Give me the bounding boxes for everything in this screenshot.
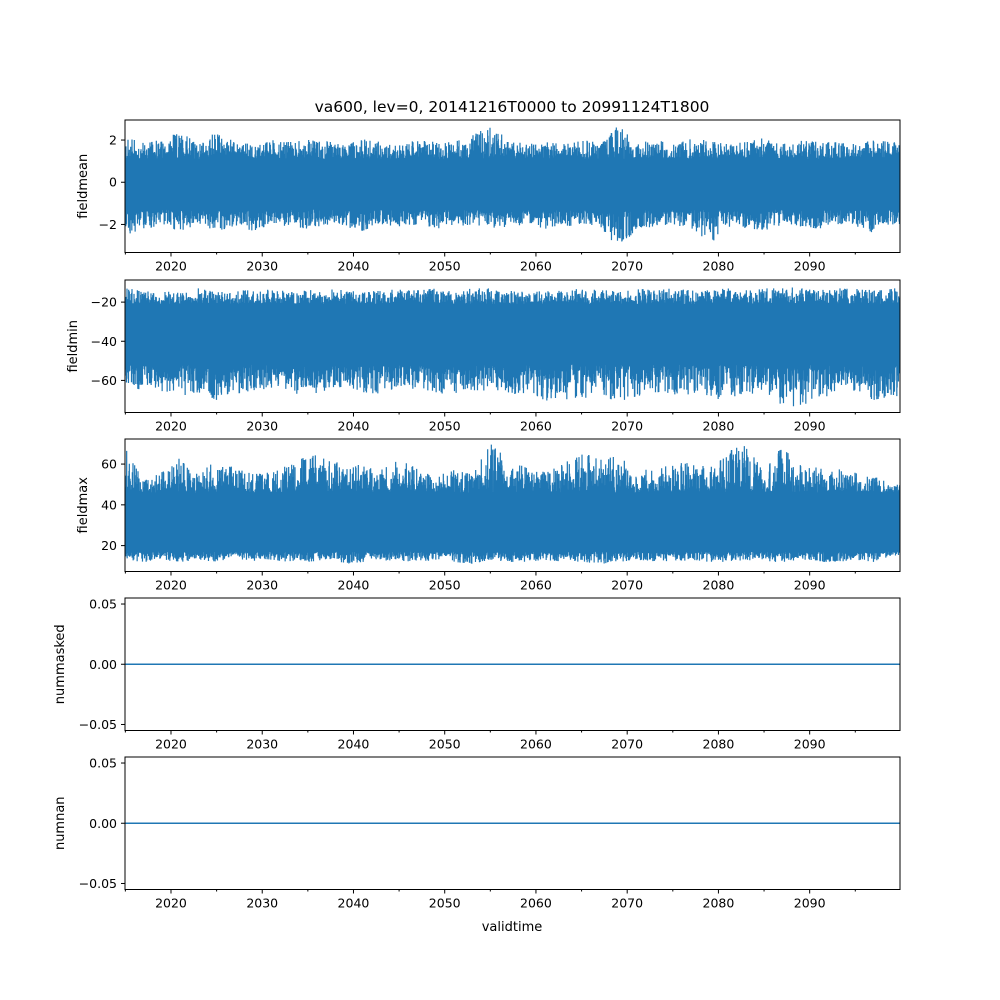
y-axis-label: numnan: [53, 796, 68, 850]
panels: 2020 2030 2040 2050 2060 2070 2080 2090−202fiel…: [53, 119, 901, 911]
panel-fieldmax: 2020 2030 2040 2050 2060 2070 2080 2090204060fi…: [76, 438, 901, 593]
y-tick-label: 2: [109, 133, 117, 148]
x-tick-label: 2020: [155, 578, 187, 593]
x-tick-label: 2060: [520, 896, 552, 911]
x-tick-label: 2050: [429, 737, 461, 752]
y-tick-label: 60: [101, 457, 117, 472]
x-tick-label: 2080: [703, 419, 735, 434]
axes-frame: [124, 119, 901, 253]
x-tick-label: 2040: [338, 896, 370, 911]
x-tick-label: 2070: [611, 259, 643, 274]
x-tick-label: 2040: [338, 259, 370, 274]
x-tick-label: 2070: [611, 737, 643, 752]
series-line-fieldmean: [125, 127, 900, 242]
chart-title: va600, lev=0, 20141216T0000 to 20991124T…: [315, 98, 710, 116]
y-tick-label: 0.05: [89, 756, 117, 771]
panel-fieldmin: 2020 2030 2040 2050 2060 2070 2080 2090 −60 −40 −2…: [66, 279, 901, 434]
x-tick-label: 2090: [794, 578, 826, 593]
x-tick-label: 2050: [429, 578, 461, 593]
x-tick-label: 2020: [155, 737, 187, 752]
panel-nummasked: 2020 2030 2040 2050 2060 2070 2080 2090 −0.05 0.0…: [53, 597, 901, 752]
x-tick-label: 2090: [794, 737, 826, 752]
y-tick-label: 0.00: [89, 816, 117, 831]
x-tick-label: 2070: [611, 896, 643, 911]
y-axis-label: fieldmean: [76, 154, 91, 219]
y-tick-label: 40: [101, 497, 117, 512]
x-tick-label: 2070: [611, 419, 643, 434]
x-tick-label: 2050: [429, 896, 461, 911]
y-tick-label: 0: [109, 175, 117, 190]
x-tick-label: 2080: [703, 259, 735, 274]
x-tick-label: 2090: [794, 896, 826, 911]
x-tick-label: 2040: [338, 578, 370, 593]
y-tick-label: −0.05: [79, 876, 117, 891]
x-tick-label: 2050: [429, 419, 461, 434]
x-tick-label: 2060: [520, 259, 552, 274]
x-tick-label: 2060: [520, 578, 552, 593]
x-tick-label: 2070: [611, 578, 643, 593]
y-tick-label: −40: [91, 334, 117, 349]
x-tick-label: 2040: [338, 419, 370, 434]
x-tick-label: 2080: [703, 737, 735, 752]
x-tick-label: 2080: [703, 578, 735, 593]
y-tick-label: −20: [91, 295, 117, 310]
series-line-fieldmax: [125, 444, 900, 564]
x-tick-label: 2060: [520, 419, 552, 434]
x-tick-label: 2090: [794, 419, 826, 434]
axes-frame: [124, 279, 901, 413]
series-line-fieldmin: [125, 287, 900, 407]
x-tick-label: 2030: [246, 419, 278, 434]
y-tick-label: 0.00: [89, 657, 117, 672]
panel-numnan: 2020 2030 2040 2050 2060 2070 2080 2090 −0.05 0.0…: [53, 756, 901, 911]
y-axis-label: nummasked: [53, 624, 68, 704]
x-tick-label: 2090: [794, 259, 826, 274]
x-tick-label: 2050: [429, 259, 461, 274]
y-tick-label: 0.05: [89, 597, 117, 612]
x-tick-label: 2030: [246, 578, 278, 593]
x-axis-label: validtime: [482, 920, 543, 935]
y-tick-label: 20: [101, 538, 117, 553]
x-tick-label: 2020: [155, 419, 187, 434]
x-tick-label: 2030: [246, 896, 278, 911]
x-tick-label: 2060: [520, 737, 552, 752]
panel-fieldmean: 2020 2030 2040 2050 2060 2070 2080 2090 −2 0 2 fiel…: [76, 119, 901, 274]
y-axis-label: fieldmin: [66, 320, 81, 373]
x-tick-label: 2080: [703, 896, 735, 911]
x-tick-label: 2030: [246, 737, 278, 752]
x-tick-label: 2040: [338, 737, 370, 752]
y-tick-label: −2: [99, 217, 117, 232]
y-tick-label: −60: [91, 373, 117, 388]
y-axis-label: fieldmax: [76, 477, 91, 534]
y-tick-label: −0.05: [79, 717, 117, 732]
x-tick-label: 2030: [246, 259, 278, 274]
x-tick-label: 2020: [155, 259, 187, 274]
x-tick-label: 2020: [155, 896, 187, 911]
